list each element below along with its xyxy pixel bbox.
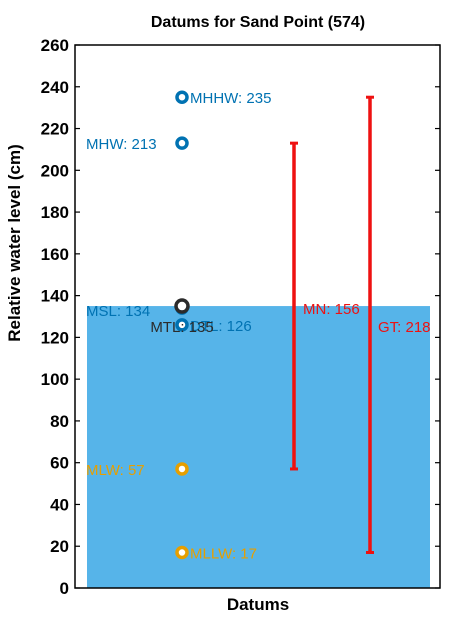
datum-label: MTL: 135 xyxy=(150,319,213,336)
datum-label: MLLW: 17 xyxy=(190,545,257,562)
datum-marker xyxy=(175,462,189,476)
y-tick-label: 100 xyxy=(41,370,69,389)
y-axis-label: Relative water level (cm) xyxy=(5,144,24,341)
plot-frame xyxy=(74,44,441,589)
x-axis-label: Datums xyxy=(227,595,289,614)
water-level-fill xyxy=(87,306,430,588)
y-tick-label: 60 xyxy=(50,454,69,473)
y-tick-label: 120 xyxy=(41,328,69,347)
chart-title: Datums for Sand Point (574) xyxy=(151,14,365,31)
datum-label: MHHW: 235 xyxy=(190,90,271,107)
y-tick-label: 40 xyxy=(50,495,69,514)
range-bars: MN: 156 GT: 218 xyxy=(290,95,431,554)
datum-marker xyxy=(175,545,189,560)
y-tick-label: 180 xyxy=(41,203,69,222)
datum-marker xyxy=(175,318,189,332)
y-tick-label: 240 xyxy=(41,78,69,97)
datum-marker xyxy=(174,298,190,314)
datum-marker xyxy=(175,90,189,104)
datum-label: MSL: 134 xyxy=(86,303,150,320)
y-tick-label: 260 xyxy=(41,36,69,55)
datum-marker xyxy=(175,136,189,150)
range-label: GT: 218 xyxy=(378,319,431,336)
y-tick-label: 220 xyxy=(41,120,69,139)
y-tick-label: 160 xyxy=(41,245,69,264)
y-tick-label: 80 xyxy=(50,412,69,431)
y-axis-ticks: 0 20 40 60 80 100 120 140 160 180 200 220 240 260 xyxy=(41,36,440,598)
datum-label: MHW: 213 xyxy=(86,136,157,153)
y-tick-label: 20 xyxy=(50,537,69,556)
range-label: MN: 156 xyxy=(303,301,360,318)
datum-label: DTL: 126 xyxy=(190,318,252,335)
y-tick-label: 140 xyxy=(41,287,69,306)
y-tick-label: 200 xyxy=(41,161,69,180)
y-tick-label: 0 xyxy=(60,579,69,598)
datum-label: MLW: 57 xyxy=(86,462,145,479)
